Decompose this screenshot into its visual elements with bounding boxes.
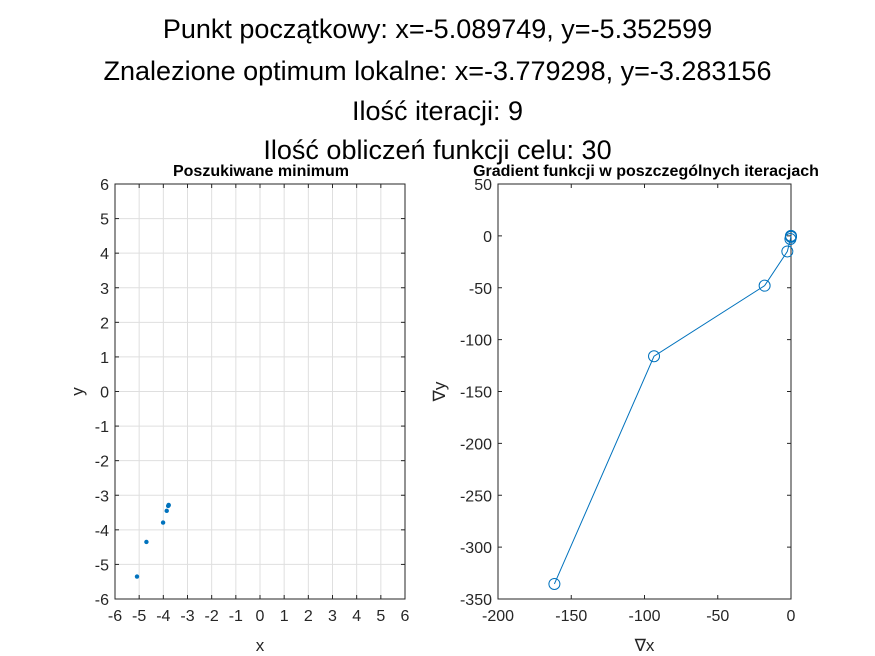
y-tick-label: -200 [460, 436, 492, 453]
y-tick-label: -250 [460, 488, 492, 505]
x-tick-label: -1 [229, 608, 243, 625]
x-tick-label: 3 [328, 608, 337, 625]
x-tick-label: 4 [352, 608, 361, 625]
y-tick-label: 6 [100, 177, 109, 194]
x-axis-label: ∇x [634, 636, 655, 655]
y-tick-label: -300 [460, 540, 492, 557]
y-tick-label: -3 [95, 488, 109, 505]
y-tick-label: -100 [460, 333, 492, 350]
x-tick-label: -2 [205, 608, 219, 625]
x-tick-label: -6 [108, 608, 122, 625]
title-line-4: Ilość obliczeń funkcji celu: 30 [263, 135, 612, 165]
data-marker [648, 350, 661, 363]
axes-background [498, 184, 791, 599]
x-tick-label: -100 [628, 608, 660, 625]
data-marker [785, 230, 797, 243]
data-point [164, 508, 169, 514]
plot-title: Gradient funkcji w poszczególnych iterac… [473, 163, 819, 180]
x-tick-label: 6 [401, 608, 410, 625]
plot-left: -6 -5 -4 -3 -2 -1 0 1 2 3 4 5 6-6-5-4-3-2-10123456xy… [68, 163, 410, 655]
data-marker [758, 279, 771, 292]
title-line-3: Ilość iteracji: 9 [351, 96, 524, 126]
y-tick-label: -1 [95, 419, 109, 436]
y-tick-label: 0 [483, 229, 492, 246]
x-tick-label: 2 [304, 608, 313, 625]
y-axis-label: ∇y [430, 381, 449, 402]
y-tick-label: -4 [95, 523, 109, 540]
series-line [553, 235, 792, 585]
x-tick-label: 0 [256, 608, 265, 625]
title-line-1: Punkt początkowy: x=-5.089749, y=-5.3525… [162, 14, 713, 44]
y-axis-label: y [68, 387, 87, 396]
x-tick-label: -4 [156, 608, 170, 625]
x-tick-label: 5 [376, 608, 385, 625]
x-axis-label: x [256, 636, 265, 655]
x-tick-label: -3 [180, 608, 194, 625]
x-tick-label: 0 [787, 608, 796, 625]
y-tick-label: 3 [100, 281, 109, 298]
y-tick-label: -6 [95, 592, 109, 609]
y-tick-label: 2 [100, 315, 109, 332]
x-tick-label: -200 [482, 608, 514, 625]
data-point [160, 520, 166, 525]
y-tick-label: 5 [100, 212, 109, 229]
title-line-2: Znalezione optimum lokalne: x=-3.779298,… [103, 56, 772, 86]
data-marker [548, 577, 561, 590]
data-point [134, 574, 140, 579]
y-tick-label: -50 [469, 281, 492, 298]
y-tick-label: -5 [95, 557, 109, 574]
y-tick-label: -150 [460, 385, 492, 402]
data-point [166, 502, 171, 508]
plot-title: Poszukiwane minimum [173, 163, 349, 180]
y-tick-label: -350 [460, 592, 492, 609]
y-tick-label: -2 [95, 454, 109, 471]
plot-right: -200 -150 -100 -50 0 -350 -300 -250 -200 -150 -100… [430, 163, 819, 655]
x-tick-label: -50 [706, 608, 729, 625]
x-tick-label: -5 [132, 608, 146, 625]
y-tick-label: 1 [100, 350, 109, 367]
x-tick-label: 1 [280, 608, 289, 625]
data-point [144, 539, 149, 545]
y-tick-label: 4 [100, 246, 109, 263]
y-tick-label: 50 [474, 177, 492, 194]
x-tick-label: -150 [555, 608, 587, 625]
data-marker [781, 245, 794, 258]
y-tick-label: 0 [100, 385, 109, 402]
